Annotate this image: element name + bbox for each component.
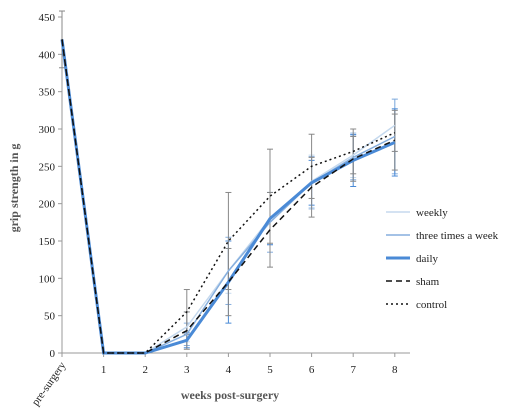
x-tick-label: 2 (142, 364, 148, 376)
x-tick-label: 7 (350, 364, 356, 376)
legend-item-three-times-a-week: three times a week (386, 230, 499, 242)
legend: weekly three times a week daily sham control (386, 207, 499, 311)
y-tick-label: 50 (44, 311, 56, 323)
x-tick-label: 3 (184, 364, 190, 376)
y-tick-label: 150 (39, 236, 56, 248)
x-tick-label: pre-surgery (30, 359, 69, 408)
error-bar-control-0 (59, 10, 65, 69)
error-bar-control-5 (267, 148, 273, 244)
x-tick-label: 8 (392, 364, 398, 376)
series-lines (60, 39, 396, 355)
error-bar-control-4 (225, 191, 232, 291)
error-bars (59, 10, 398, 350)
x-tick-label: 6 (309, 364, 315, 376)
y-tick-label: 200 (39, 199, 56, 211)
axes (61, 17, 410, 354)
series-line-control (61, 39, 396, 354)
legend-item-weekly: weekly (386, 207, 448, 219)
legend-item-daily: daily (386, 253, 438, 265)
legend-label: sham (416, 276, 440, 288)
y-tick-label: 350 (39, 87, 56, 99)
legend-label: weekly (416, 207, 448, 219)
y-tick-label: 0 (50, 348, 56, 360)
x-tick-label: 5 (267, 364, 273, 376)
x-axis-title: weeks post-surgery (181, 388, 279, 402)
legend-label: daily (416, 253, 438, 265)
x-tick-label: 1 (101, 364, 107, 376)
y-axis-title: grip strength in g (7, 144, 21, 233)
legend-label: three times a week (416, 230, 499, 242)
y-tick-label: 450 (39, 12, 56, 24)
y-tick-label: 400 (39, 49, 56, 61)
legend-item-sham: sham (386, 276, 440, 288)
y-tick-label: 250 (39, 161, 56, 173)
legend-label: control (416, 299, 447, 311)
y-axis-ticks: 0 50 100 150 200 250 300 350 400 450 (39, 12, 62, 360)
y-tick-label: 300 (39, 124, 56, 136)
legend-item-control: control (386, 299, 447, 311)
x-tick-label: 4 (226, 364, 232, 376)
y-tick-label: 100 (39, 273, 56, 285)
